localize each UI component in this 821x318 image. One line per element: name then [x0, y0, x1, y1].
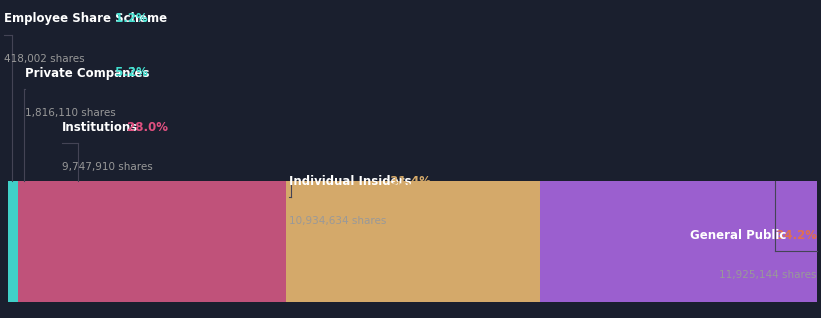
- Text: 10,934,634 shares: 10,934,634 shares: [289, 216, 387, 226]
- Bar: [287, 181, 540, 302]
- Bar: [540, 181, 817, 302]
- Bar: [18, 181, 60, 302]
- Text: 1.2%: 1.2%: [111, 12, 148, 25]
- Text: 11,925,144 shares: 11,925,144 shares: [719, 270, 817, 280]
- Text: 34.2%: 34.2%: [772, 229, 817, 242]
- Text: 9,747,910 shares: 9,747,910 shares: [62, 162, 153, 172]
- Bar: [8, 181, 18, 302]
- Text: Employee Share Scheme: Employee Share Scheme: [4, 12, 167, 25]
- Text: Private Companies: Private Companies: [25, 66, 149, 80]
- Text: 5.2%: 5.2%: [111, 66, 148, 80]
- Text: Individual Insiders: Individual Insiders: [289, 175, 411, 188]
- Text: General Public: General Public: [690, 229, 787, 242]
- Text: 31.4%: 31.4%: [386, 175, 431, 188]
- Text: 28.0%: 28.0%: [122, 121, 167, 134]
- Text: 418,002 shares: 418,002 shares: [4, 54, 85, 64]
- Bar: [60, 181, 287, 302]
- Text: Institutions: Institutions: [62, 121, 138, 134]
- Text: 1,816,110 shares: 1,816,110 shares: [25, 108, 116, 118]
